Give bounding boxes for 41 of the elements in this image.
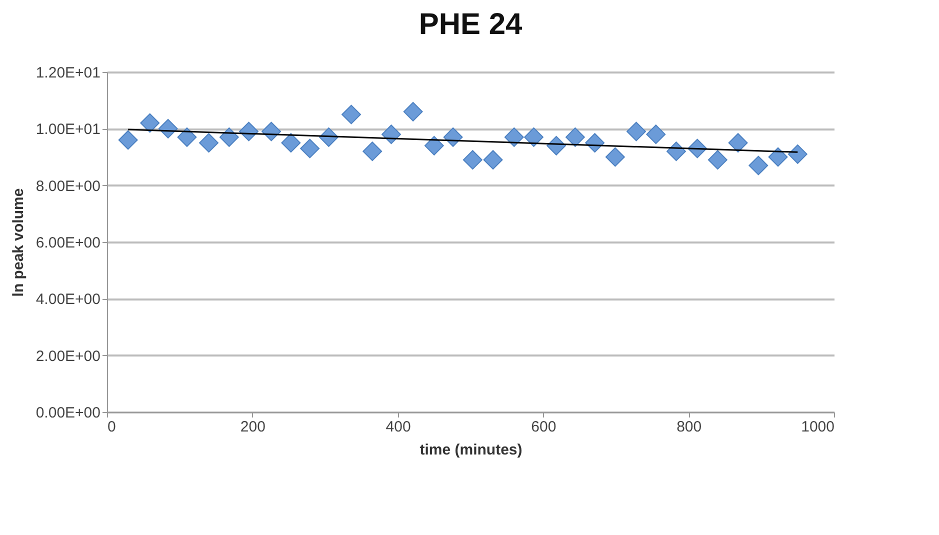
x-tick-label: 600 [531,418,556,436]
point [626,122,646,142]
point [362,142,382,162]
point [788,144,808,164]
y-axis-title: ln peak volume [10,188,27,297]
chart-title: PHE 24 [418,8,523,41]
point [403,102,423,122]
x-axis-title: time (minutes) [420,442,522,458]
y-tick-label: 1.20E+01 [36,64,100,82]
point [199,133,218,153]
point [565,127,585,147]
point [177,127,197,147]
y-tick-label: 4.00E+00 [36,291,100,308]
point [342,104,361,124]
x-tick-label: 400 [386,418,411,436]
x-tick-label: 0 [108,418,116,436]
x-tick-label: 800 [676,418,702,436]
point [768,147,788,167]
point [118,130,138,150]
y-tick-label: 0.00E+00 [36,404,100,422]
y-tick-label: 2.00E+00 [36,348,100,365]
y-tick-label: 1.00E+01 [36,121,100,138]
point [524,127,544,147]
point [140,113,160,133]
point [300,138,320,158]
point [728,133,748,153]
point [483,150,503,170]
point [424,136,444,156]
y-tick-label: 6.00E+00 [36,234,100,252]
point [504,127,524,147]
point [281,133,301,153]
point [646,124,666,144]
point [382,124,401,144]
point [462,150,482,170]
point [605,147,625,167]
point [219,127,239,147]
x-tick-label: 200 [240,418,266,436]
y-tick-label: 8.00E+00 [36,178,100,195]
point [748,156,768,176]
x-tick-label: 1000 [801,418,834,436]
point [708,150,728,170]
